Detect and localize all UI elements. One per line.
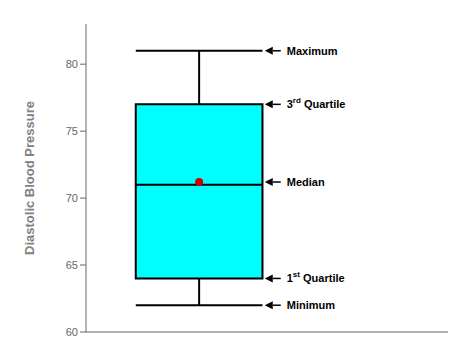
svg-text:75: 75 <box>66 125 78 137</box>
svg-text:65: 65 <box>66 259 78 271</box>
svg-text:Minimum: Minimum <box>287 299 335 311</box>
svg-text:Median: Median <box>287 176 325 188</box>
svg-text:Maximum: Maximum <box>287 45 338 57</box>
svg-text:70: 70 <box>66 192 78 204</box>
svg-text:3rd Quartile: 3rd Quartile <box>287 96 346 111</box>
svg-text:Diastolic Blood Pressure: Diastolic Blood Pressure <box>22 101 37 255</box>
svg-text:60: 60 <box>66 326 78 338</box>
svg-text:1st Quartile: 1st Quartile <box>287 270 345 285</box>
svg-text:80: 80 <box>66 58 78 70</box>
